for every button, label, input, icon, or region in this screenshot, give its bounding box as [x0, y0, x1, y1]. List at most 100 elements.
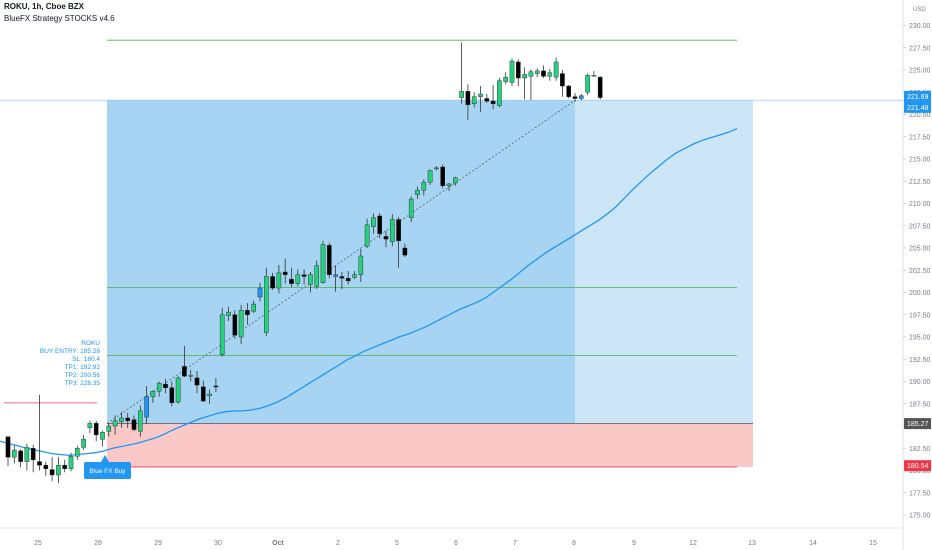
candle-body [352, 274, 357, 278]
profit-zone-extension [575, 100, 753, 424]
price-label: 221.48 [904, 101, 931, 113]
candle-body [333, 274, 338, 277]
candle-body [327, 245, 332, 275]
candle-body [213, 385, 219, 388]
candle-body [163, 383, 168, 388]
candle-body [150, 391, 156, 397]
candle [301, 269, 307, 285]
candle-body [81, 439, 86, 448]
candle-body [358, 255, 364, 275]
candle-body [415, 189, 420, 195]
candle-body [541, 70, 546, 77]
candle [49, 457, 55, 482]
candle-body [5, 436, 11, 458]
price-label-text: 185.27 [907, 421, 929, 428]
candle-body [200, 386, 206, 402]
price-label-text: 221.48 [907, 105, 929, 112]
buy-marker-arrow [101, 455, 109, 462]
time-tick-label: 30 [214, 540, 222, 547]
candle-body [314, 265, 320, 287]
chart-title: ROKU, 1h, Cboe BZX [4, 2, 85, 11]
price-tick-label: 202.50 [909, 268, 931, 275]
candle-body [238, 310, 244, 338]
price-tick-label: 187.50 [909, 401, 931, 408]
candle-body [207, 393, 212, 396]
candle [421, 179, 427, 196]
time-tick-label: 8 [572, 540, 576, 547]
candle [364, 218, 370, 248]
candle [560, 70, 565, 97]
time-tick-label: 12 [689, 540, 697, 547]
candle-body [497, 80, 502, 106]
candle [264, 267, 269, 337]
time-tick-label: 7 [513, 540, 517, 547]
price-tick-label: 220.00 [909, 112, 931, 119]
candle-body [434, 167, 439, 170]
signal-symbol: ROKU [81, 340, 100, 347]
candle-body [572, 96, 578, 99]
time-axis[interactable]: 25 28 29 30 Oct 2 5 6 7 8 9 12 13 14 15 [34, 540, 877, 547]
candle [402, 243, 408, 257]
candle [156, 381, 162, 397]
candle [232, 310, 238, 339]
candle [169, 381, 175, 407]
price-tick-label: 200.00 [909, 290, 931, 297]
candle [56, 457, 61, 483]
candle [440, 164, 446, 189]
candle-body [226, 311, 231, 316]
candle-body [547, 72, 553, 77]
time-tick-label: 14 [809, 540, 817, 547]
signal-tp3: TP3: 228.35 [65, 380, 101, 387]
candle [131, 415, 137, 432]
candle [245, 303, 250, 325]
buy-marker-box [84, 462, 131, 479]
time-tick-label: 25 [34, 540, 42, 547]
candle-body [364, 224, 370, 247]
candle-body [478, 93, 483, 97]
signal-entry: BUY ENTRY: 185.28 [40, 348, 100, 355]
candle-body [591, 75, 597, 77]
candle-body [264, 276, 269, 333]
trade-zones [107, 100, 753, 467]
candle [465, 84, 471, 120]
moving-average-line [0, 128, 738, 457]
candle [320, 240, 326, 284]
candle-body [408, 198, 414, 218]
candle-body [585, 75, 590, 93]
candle [87, 420, 93, 434]
candle [547, 69, 553, 81]
candle [276, 264, 282, 294]
price-tick-label: 210.00 [909, 201, 931, 208]
candle [453, 176, 458, 186]
price-label: 221.69 [904, 90, 931, 102]
price-tick-label: 192.50 [909, 357, 931, 364]
candle-body [11, 449, 17, 458]
price-label: 185.27 [904, 418, 931, 430]
price-label-box [904, 90, 931, 102]
candle [30, 444, 36, 473]
time-tick-label: 29 [154, 540, 162, 547]
blue-fx-buy-button[interactable]: Blue FX Buy [84, 455, 131, 479]
time-tick-label: Oct [272, 540, 284, 547]
candle-body [219, 314, 225, 355]
candle [238, 304, 244, 345]
candle [541, 65, 546, 79]
candle [257, 282, 263, 302]
time-tick-label: 6 [454, 540, 458, 547]
candle [327, 242, 332, 279]
time-tick-label: 13 [748, 540, 756, 547]
candle [415, 186, 420, 200]
candle [459, 42, 464, 104]
candle [93, 420, 99, 442]
buy-marker-label: Blue FX Buy [89, 468, 126, 475]
candle [522, 67, 527, 100]
time-tick-label: 28 [94, 540, 102, 547]
level-lines [0, 39, 903, 468]
candle [74, 445, 80, 460]
price-label-text: 221.69 [907, 94, 929, 101]
price-axis[interactable]: 175.00177.50180.00182.50185.00187.50190.… [903, 23, 931, 520]
candle-body [137, 410, 143, 432]
candle [11, 445, 17, 464]
candle [106, 423, 112, 437]
